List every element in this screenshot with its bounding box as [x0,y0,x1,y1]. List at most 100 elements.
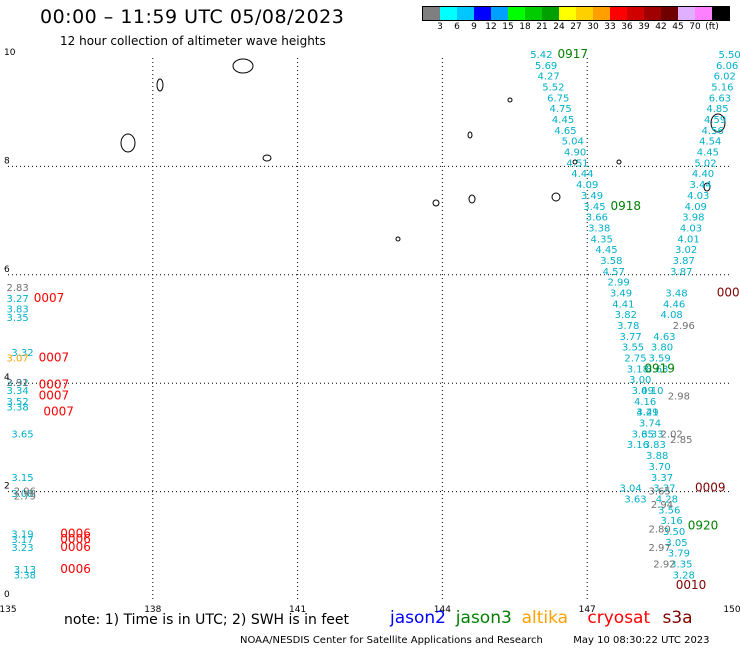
island-outline [703,182,711,192]
wave-height-label: 3.56 [658,505,680,516]
island-outline [120,133,136,153]
credit-text: NOAA/NESDIS Center for Satellite Applica… [240,635,543,646]
colorbar-label: 3 [437,22,443,32]
colorbar-label: 36 [621,22,633,32]
colorbar-label: 33 [604,22,616,32]
wave-height-label: 3.00 [629,375,651,386]
wave-height-label: 2.97 [648,543,670,554]
x-tick-label: 150 [723,605,740,615]
wave-height-label: 3.80 [651,343,673,354]
colorbar-label: 21 [536,22,548,32]
wave-height-label: 4.40 [692,169,714,180]
page-subtitle: 12 hour collection of altimeter wave hei… [60,34,326,48]
wave-height-label: 3.09 [632,386,654,397]
wave-height-label: 2.99 [607,278,629,289]
wave-height-label: 2.79 [14,492,36,503]
island-outline [395,236,401,242]
colorbar-label: 30 [587,22,599,32]
legend-s3a: s3a [662,608,693,628]
wave-height-label: 3.32 [7,378,29,389]
wave-height-label: 0006 [60,562,91,576]
wave-height-label: 0917 [557,47,588,61]
island-outline [551,192,561,202]
wave-height-label: 3.77 [620,332,642,343]
wave-height-label: 6.06 [716,61,738,72]
island-outline [616,159,622,165]
wave-height-label: 3.44 [689,180,711,191]
wave-height-label: 3.78 [617,321,639,332]
colorbar-swatch [644,7,661,20]
page-title: 00:00 – 11:59 UTC 05/08/2023 [40,6,345,28]
wave-height-label: 2.96 [14,486,36,497]
wave-height-label: 3.66 [586,213,608,224]
wave-height-label: 4.45 [697,148,719,159]
legend-cryosat: cryosat [587,608,651,628]
wave-height-label: 3.04 [620,484,642,495]
wave-height-label: 4.35 [591,234,613,245]
island-outline [467,131,473,139]
x-tick-label: 141 [289,605,306,615]
wave-height-label: 4.54 [699,137,721,148]
wave-height-label: 4.08 [661,310,683,321]
wave-height-label: 3.45 [583,202,605,213]
legend-jason3: jason3 [455,608,512,628]
wave-height-label: 3.55 [622,343,644,354]
x-tick-label: 138 [144,605,161,615]
wave-height-label: 4.27 [537,72,559,83]
wave-height-label: 4.41 [612,299,634,310]
wave-height-label: 3.65 [648,486,670,497]
colorbar-label: 15 [502,22,514,32]
wave-height-label: 4.90 [564,148,586,159]
wave-height-label: 0919 [644,361,675,375]
wave-height-label: 3.49 [610,288,632,299]
island-outline [262,154,272,162]
wave-height-label: 4.01 [677,234,699,245]
colorbar-label: 70 [689,22,701,32]
wave-height-label: 4.16 [634,397,656,408]
wave-height-label: 2.98 [668,391,690,402]
wave-height-label: 4.10 [641,386,663,397]
wave-height-label: 0006 [60,540,91,554]
wave-height-label: 3.49 [581,191,603,202]
wave-height-label: 5.04 [562,137,584,148]
colorbar-swatch [423,7,440,20]
wave-height-label: 0007 [39,351,70,365]
colorbar-swatch [474,7,491,20]
wave-height-label: 3.50 [663,527,685,538]
wave-height-label: 3.23 [11,543,33,554]
colorbar-label: (ft) [705,22,719,32]
colorbar-swatch [695,7,712,20]
wave-height-label: 3.02 [675,245,697,256]
wave-height-label: 2.80 [648,524,670,535]
wave-height-label: 3.16 [661,516,683,527]
wave-height-label: 0920 [688,519,719,533]
wave-height-label: 2.94 [651,500,673,511]
wave-height-label: 3.83 [644,440,666,451]
wave-height-label: 0009 [695,481,726,495]
wave-height-label: 3.65 [632,429,654,440]
colorbar [422,6,730,21]
legend-altika: altika [521,608,569,628]
colorbar-swatch [542,7,559,20]
wave-height-label: 3.65 [11,429,33,440]
colorbar-label: 9 [471,22,477,32]
wave-height-label: 4.75 [550,104,572,115]
colorbar-label: 45 [672,22,684,32]
wave-height-label: 5.52 [542,83,564,94]
wave-height-label: 4.45 [552,115,574,126]
wave-height-label: 4.09 [576,180,598,191]
wave-height-label: 3.17 [11,535,33,546]
wave-height-label: 2.96 [673,321,695,332]
x-tick-label: 147 [579,605,596,615]
wave-height-label: 3.15 [11,473,33,484]
wave-height-label: 5.02 [694,158,716,169]
wave-height-label: 2.02 [661,429,683,440]
wave-height-label: 0007 [39,388,70,402]
x-tick-label: 135 [0,605,17,615]
colorbar-label: 39 [638,22,650,32]
wave-height-label: 4.51 [566,158,588,169]
wave-height-label: 4.03 [680,223,702,234]
wave-height-label: 0007 [43,405,74,419]
wave-height-label: 3.98 [682,213,704,224]
